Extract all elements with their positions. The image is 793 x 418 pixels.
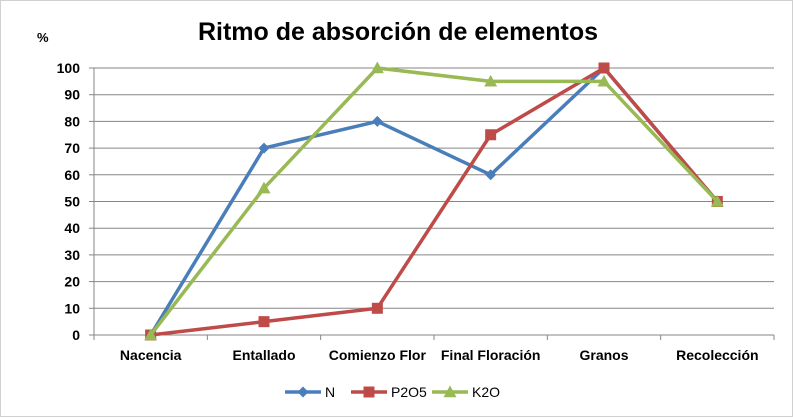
tick-labels: 0 10 20 30 40 50 60 70 80 90 100 Nacencia Entallado C… (57, 60, 759, 363)
data-point-marker (710, 195, 724, 207)
y-tick-label: 0 (72, 327, 80, 343)
gridlines (94, 67, 774, 336)
series-line (149, 66, 719, 337)
x-category-label: Final Floración (441, 347, 541, 363)
data-point-marker (484, 74, 498, 87)
legend-marker-swatch (297, 386, 309, 398)
y-tick-label: 50 (64, 194, 80, 210)
data-point-marker (258, 316, 270, 328)
x-category-label: Comienzo Flor (329, 347, 427, 363)
x-category-label: Entallado (232, 347, 295, 363)
data-point-marker (258, 142, 270, 154)
axes (89, 67, 775, 340)
x-category-label: Nacencia (120, 347, 182, 363)
legend-item: N (285, 384, 335, 400)
legend-item: K2O (432, 384, 500, 400)
data-point-marker (371, 115, 383, 127)
x-category-label: Recolección (676, 347, 758, 363)
legend-marker-swatch (443, 385, 457, 398)
y-axis-unit-label: % (37, 30, 49, 45)
data-point-marker (144, 328, 158, 341)
series-k2o (144, 61, 724, 341)
data-point-marker (370, 61, 384, 74)
legend-label: K2O (472, 384, 500, 400)
y-tick-label: 40 (64, 220, 80, 236)
legend-label: N (325, 384, 335, 400)
y-tick-label: 70 (64, 140, 80, 156)
data-point-marker (257, 181, 271, 194)
legend-item: P2O5 (351, 384, 427, 400)
data-point-marker (597, 74, 611, 87)
y-tick-label: 60 (64, 167, 80, 183)
legend-marker-swatch (363, 386, 375, 398)
y-tick-label: 100 (57, 60, 81, 76)
series-group (144, 61, 724, 341)
series-line (150, 66, 719, 337)
y-tick-label: 80 (64, 113, 80, 129)
data-point-marker (485, 169, 497, 181)
x-category-label: Granos (579, 347, 628, 363)
chart-title: Ritmo de absorción de elementos (198, 18, 598, 46)
data-point-marker (485, 129, 497, 141)
y-tick-label: 90 (64, 87, 80, 103)
legend-label: P2O5 (391, 384, 427, 400)
y-tick-label: 30 (64, 247, 80, 263)
y-tick-label: 20 (64, 274, 80, 290)
y-tick-label: 10 (64, 300, 80, 316)
data-point-marker (371, 302, 383, 314)
legend: N P2O5 K2O (285, 384, 500, 400)
data-point-marker (598, 62, 610, 74)
